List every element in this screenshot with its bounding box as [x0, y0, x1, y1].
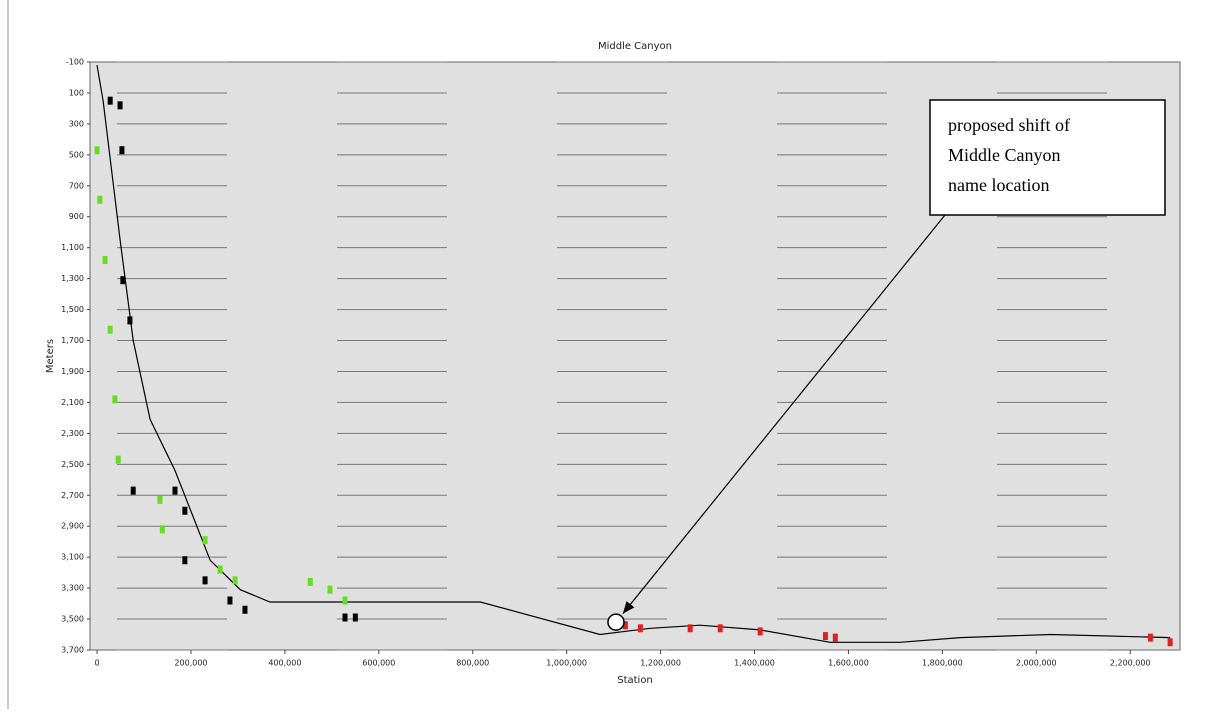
point: [1167, 638, 1173, 647]
point: [107, 325, 113, 334]
point: [130, 486, 136, 495]
point: [342, 613, 348, 622]
y-tick-label: 3,100: [61, 553, 84, 562]
chart-title: Middle Canyon: [598, 41, 672, 52]
point: [120, 276, 126, 285]
point: [97, 195, 103, 204]
y-tick-label: 1,900: [61, 367, 84, 376]
x-tick-label: 600,000: [362, 659, 395, 668]
x-tick-label: 1,400,000: [734, 659, 775, 668]
y-tick-label: 700: [69, 181, 84, 190]
point: [112, 395, 118, 404]
point: [157, 495, 163, 504]
x-tick-label: 1,800,000: [922, 659, 963, 668]
point: [637, 624, 643, 633]
y-tick-label: 100: [69, 88, 84, 97]
point: [102, 256, 108, 265]
y-tick-label: 2,100: [61, 398, 84, 407]
point: [159, 525, 165, 534]
y-tick-label: 900: [69, 212, 84, 221]
y-axis-label: Meters: [45, 339, 56, 373]
x-tick-label: 1,000,000: [546, 659, 587, 668]
point: [832, 633, 838, 642]
y-tick-label: 3,700: [61, 646, 84, 655]
point: [127, 316, 133, 325]
point: [182, 556, 188, 565]
point: [217, 565, 223, 574]
point: [107, 96, 113, 105]
point: [202, 576, 208, 585]
x-tick-label: 200,000: [174, 659, 207, 668]
x-tick-label: 800,000: [456, 659, 489, 668]
x-axis-label: Station: [617, 675, 653, 686]
point: [94, 146, 100, 155]
y-tick-label: 300: [69, 119, 84, 128]
y-tick-label: 1,700: [61, 336, 84, 345]
point: [232, 576, 238, 585]
point: [822, 632, 828, 641]
y-tick-label: 1,300: [61, 274, 84, 283]
point: [202, 536, 208, 545]
point: [227, 596, 233, 605]
point: [757, 627, 763, 636]
point: [352, 613, 358, 622]
y-tick-label: 2,500: [61, 460, 84, 469]
annotation-box: [929, 99, 1166, 216]
proposed-location: [607, 613, 625, 631]
x-tick-label: 0: [94, 659, 99, 668]
profile-line: [96, 64, 1171, 643]
y-tick-label: 2,900: [61, 522, 84, 531]
annotation-text: name location: [948, 175, 1049, 195]
y-tick-label: 3,500: [61, 615, 84, 624]
annotation-text: Middle Canyon: [948, 145, 1061, 165]
x-tick-label: 400,000: [268, 659, 301, 668]
x-tick-label: 1,200,000: [640, 659, 681, 668]
point: [687, 624, 693, 633]
point: [117, 101, 123, 110]
point: [119, 146, 125, 155]
y-tick-label: 3,300: [61, 584, 84, 593]
y-tick-label: 1,500: [61, 305, 84, 314]
y-tick-label: 1,100: [61, 243, 84, 252]
x-tick-label: 2,200,000: [1110, 659, 1151, 668]
point: [115, 455, 121, 464]
point: [1147, 633, 1153, 642]
point: [342, 596, 348, 605]
y-tick-label: -100: [66, 58, 84, 67]
annotation-text: proposed shift of: [948, 115, 1070, 135]
point: [172, 486, 178, 495]
x-tick-label: 2,000,000: [1016, 659, 1057, 668]
annotation-arrow: [622, 214, 946, 614]
point: [622, 621, 628, 630]
point: [182, 506, 188, 515]
y-tick-label: 2,700: [61, 491, 84, 500]
point: [327, 585, 333, 594]
point: [242, 605, 248, 614]
point: [717, 624, 723, 633]
x-tick-label: 1,600,000: [828, 659, 869, 668]
arrow-head: [622, 601, 635, 614]
y-tick-label: 500: [69, 150, 84, 159]
point: [307, 577, 313, 586]
y-tick-label: 2,300: [61, 429, 84, 438]
